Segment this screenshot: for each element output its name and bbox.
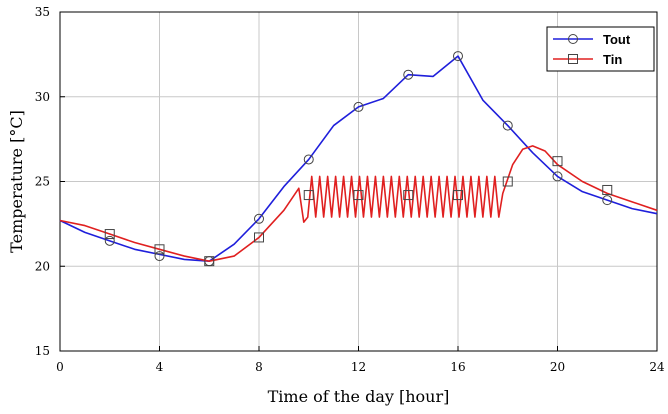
series-layer [59, 51, 658, 267]
point-tin [204, 256, 215, 267]
point-tout [453, 51, 463, 62]
x-tick-label: 0 [56, 360, 64, 374]
point-tout [303, 154, 314, 165]
point-tout [154, 251, 165, 262]
series-line-tin [59, 145, 658, 262]
y-tick-label: 20 [35, 259, 50, 273]
point-tin [154, 244, 165, 255]
y-tick-label: 30 [35, 90, 50, 104]
point-tin [254, 232, 264, 243]
point-tin [303, 190, 314, 201]
x-tick-label: 4 [156, 360, 164, 374]
y-tick-label: 25 [35, 175, 50, 189]
point-tin [602, 184, 613, 195]
x-tick-label: 12 [351, 360, 366, 374]
point-tin [502, 176, 513, 187]
point-tin [552, 156, 563, 167]
x-tick-label: 24 [649, 360, 665, 374]
point-tout [602, 195, 613, 206]
point-tout [502, 120, 513, 131]
point-tin [403, 190, 414, 201]
y-tick-label: 15 [35, 344, 50, 358]
legend-label-tin: Tin [603, 52, 622, 67]
point-tout [254, 213, 264, 224]
x-tick-label: 8 [255, 360, 263, 374]
point-tin [104, 229, 115, 240]
legend-box [546, 26, 655, 72]
y-axis-title: Temperature [°C] [7, 110, 26, 253]
x-axis-title: Time of the day [hour] [268, 387, 450, 406]
point-tin [353, 190, 364, 201]
series-line-tout [59, 55, 658, 262]
point-tout [353, 101, 364, 112]
point-tout [104, 235, 115, 246]
legend-label-tout: Tout [603, 32, 631, 47]
x-tick-label: 20 [550, 360, 565, 374]
y-tick-label: 35 [35, 5, 50, 19]
legend-marker-tout [568, 34, 578, 44]
point-tout [403, 69, 414, 80]
legend-marker-tin [568, 54, 578, 64]
point-tout [552, 171, 563, 182]
axis-ticks: 0 4 8 12 16 20 24 15 20 25 30 35 [35, 5, 665, 374]
legend: Tout Tin [546, 26, 655, 72]
x-tick-label: 16 [450, 360, 465, 374]
point-tin [453, 190, 463, 201]
